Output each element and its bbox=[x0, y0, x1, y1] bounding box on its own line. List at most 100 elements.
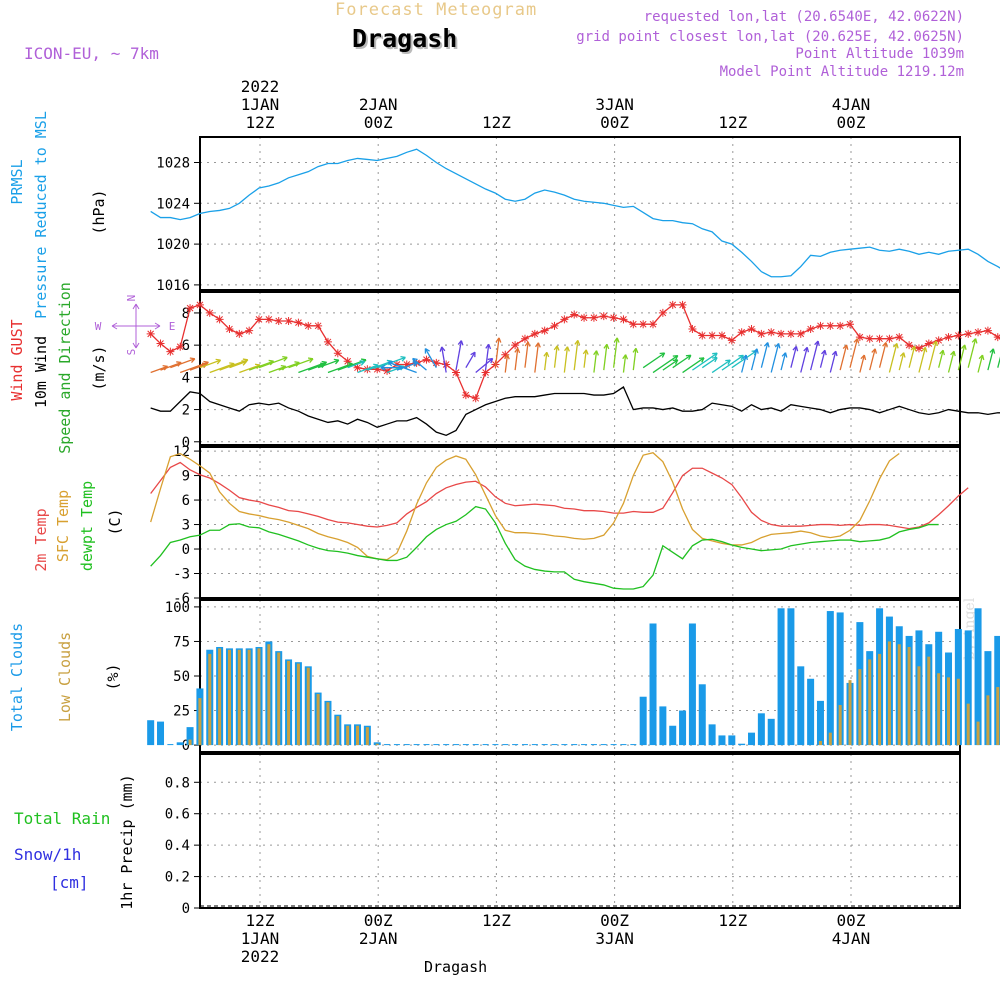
wind-arrow bbox=[878, 342, 887, 368]
wind-direction-label: Speed and Direction bbox=[56, 282, 74, 454]
ytick-label: 1028 bbox=[156, 156, 190, 172]
location-title: Dragash bbox=[352, 24, 458, 53]
gust-marker bbox=[747, 325, 756, 334]
wind-arrow bbox=[928, 340, 937, 371]
ytick-label: 9 bbox=[182, 469, 190, 485]
wind-arrow-head bbox=[543, 351, 550, 358]
low-cloud-bar bbox=[947, 677, 951, 746]
total-cloud-bar bbox=[688, 623, 696, 746]
wind-arrow bbox=[711, 359, 731, 374]
gust-marker bbox=[402, 360, 411, 369]
wind-gust-label: Wind GUST bbox=[8, 319, 26, 400]
bottom-time-label: 2JAN bbox=[359, 929, 398, 948]
panel-wind: 0 2 4 6 8 bbox=[182, 291, 961, 451]
clouds-unit: (%) bbox=[104, 663, 122, 690]
wind-arrow bbox=[622, 354, 627, 373]
gust-marker bbox=[550, 321, 559, 330]
gust-marker bbox=[914, 344, 923, 353]
low-cloud-bar bbox=[346, 725, 350, 746]
ytick-label: 0 bbox=[182, 542, 190, 558]
total-cloud-bar bbox=[659, 706, 667, 746]
wind-arrow bbox=[908, 346, 916, 368]
ytick-label: 6 bbox=[182, 338, 190, 354]
wind-arrow-head bbox=[457, 340, 464, 346]
wind-arrow-head bbox=[921, 346, 928, 353]
wind-arrow-head bbox=[470, 351, 476, 358]
gust-marker bbox=[343, 357, 352, 366]
wind-arrow bbox=[809, 340, 819, 371]
gust-marker bbox=[284, 316, 293, 325]
wind-arrow bbox=[504, 354, 509, 373]
total-cloud-bar bbox=[767, 718, 775, 746]
wind-arrow-head bbox=[725, 359, 731, 365]
wind-arrow-head bbox=[412, 357, 418, 364]
wind-arrow-head bbox=[814, 340, 820, 347]
wind-arrow bbox=[997, 356, 1000, 368]
total-cloud-bar bbox=[413, 744, 420, 746]
compass-e: E bbox=[169, 320, 176, 333]
wind-arrow bbox=[544, 352, 548, 371]
wind-arrow bbox=[412, 358, 427, 371]
wind-arrow-head bbox=[698, 357, 705, 363]
low-cloud-bar bbox=[218, 648, 222, 746]
low-cloud-bar bbox=[316, 693, 320, 746]
bottom-time-label: 4JAN bbox=[832, 929, 871, 948]
point-altitude: Point Altitude 1039m bbox=[795, 46, 964, 62]
total-cloud-bar bbox=[453, 744, 460, 746]
ytick-label: 0.2 bbox=[165, 870, 190, 886]
gust-marker bbox=[846, 320, 855, 329]
wind-arrow-head bbox=[534, 342, 541, 348]
gust-marker bbox=[186, 304, 195, 313]
gust-marker bbox=[983, 326, 992, 335]
ytick-label: 0.8 bbox=[165, 775, 190, 791]
gust-marker bbox=[708, 331, 717, 340]
wind-arrow-head bbox=[622, 354, 629, 360]
total-cloud-bar bbox=[561, 744, 568, 746]
gust-marker bbox=[471, 394, 480, 403]
top-time-label: 12Z bbox=[246, 113, 275, 132]
total-cloud-bar bbox=[482, 744, 489, 746]
total-cloud-bar bbox=[551, 744, 558, 746]
sfc-temp-line bbox=[150, 451, 900, 561]
wind-arrow-head bbox=[439, 346, 446, 352]
ytick-label: 2 bbox=[182, 403, 190, 419]
wind-arrow-head bbox=[910, 345, 917, 352]
pressure-line bbox=[150, 148, 1000, 278]
wind-arrow bbox=[652, 355, 679, 374]
total-cloud-bar bbox=[738, 743, 746, 746]
total-cloud-bar bbox=[974, 608, 982, 746]
bottom-time-label: 3JAN bbox=[595, 929, 634, 948]
wind-arrow-head bbox=[672, 354, 679, 361]
wind-arrow bbox=[829, 351, 837, 373]
total-cloud-bar bbox=[630, 744, 637, 746]
total-cloud-bar bbox=[393, 744, 400, 746]
low-cloud-bar bbox=[838, 705, 842, 746]
low-cloud-bar bbox=[208, 653, 212, 746]
gust-marker bbox=[452, 368, 461, 377]
wind-arrow bbox=[514, 348, 519, 371]
gust-marker bbox=[333, 349, 342, 358]
gust-marker bbox=[353, 363, 362, 372]
total-cloud-bar bbox=[157, 721, 165, 746]
wind-arrow bbox=[642, 352, 665, 369]
requested-coords: requested lon,lat (20.6540E, 42.0622N) bbox=[643, 9, 964, 25]
model-label: ICON-EU, ~ 7km bbox=[24, 44, 159, 63]
bottom-time-label: 00Z bbox=[600, 911, 629, 930]
wind-arrow-head bbox=[712, 352, 718, 358]
low-cloud-bar bbox=[907, 646, 911, 746]
panel-frame bbox=[199, 446, 961, 599]
wind-arrow bbox=[288, 358, 314, 369]
gust-marker bbox=[619, 315, 628, 324]
bottom-time-label: 00Z bbox=[837, 911, 866, 930]
wind-arrow-head bbox=[738, 354, 745, 361]
wind-arrow bbox=[150, 365, 168, 374]
wind-arrow bbox=[189, 363, 208, 371]
wind-arrow-head bbox=[892, 343, 899, 349]
wind-arrow bbox=[800, 347, 808, 373]
wind-arrow bbox=[741, 354, 747, 373]
wind-arrow-head bbox=[564, 346, 570, 352]
snow-label: Snow/1h bbox=[14, 845, 81, 864]
wind-arrow bbox=[780, 352, 787, 371]
wind-arrow-head bbox=[763, 342, 770, 348]
gust-marker bbox=[225, 325, 234, 334]
